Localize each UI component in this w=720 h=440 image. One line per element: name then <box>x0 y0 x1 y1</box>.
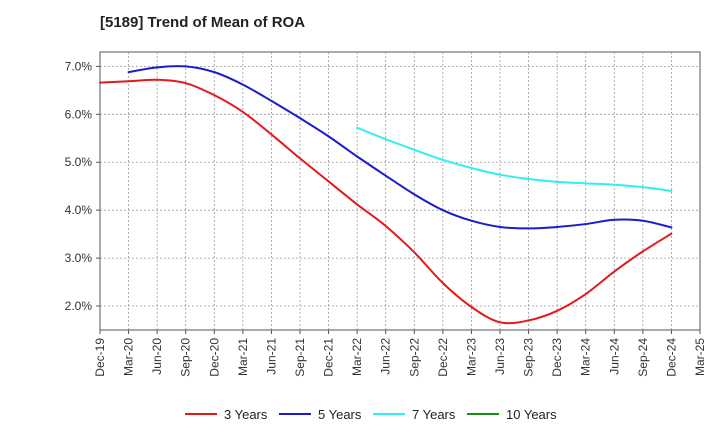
legend-label-5-years: 5 Years <box>318 407 362 422</box>
x-tick-label: Dec-24 <box>664 338 678 377</box>
x-tick-label: Sep-22 <box>407 338 421 377</box>
y-tick-label: 5.0% <box>65 155 93 169</box>
x-tick-label: Dec-22 <box>436 338 450 377</box>
x-tick-label: Sep-24 <box>636 338 650 377</box>
x-tick-label: Mar-21 <box>236 338 250 376</box>
y-tick-label: 3.0% <box>65 251 93 265</box>
x-tick-label: Mar-24 <box>579 338 593 376</box>
legend: 3 Years 5 Years 7 Years 10 Years <box>185 407 557 422</box>
x-tick-label: Dec-23 <box>550 338 564 377</box>
y-tick-label: 6.0% <box>65 107 93 121</box>
x-tick-label: Dec-21 <box>322 338 336 377</box>
x-tick-label: Sep-20 <box>179 338 193 377</box>
x-tick-label: Sep-21 <box>293 338 307 377</box>
x-tick-label: Mar-25 <box>693 338 707 376</box>
x-tick-label: Dec-20 <box>207 338 221 377</box>
x-tick-label: Jun-24 <box>607 338 621 375</box>
x-tick-label: Mar-23 <box>464 338 478 376</box>
legend-label-7-years: 7 Years <box>412 407 456 422</box>
series-line-5-years <box>127 65 673 230</box>
x-tick-label: Mar-20 <box>122 338 136 376</box>
chart-title: [5189] Trend of Mean of ROA <box>100 14 306 31</box>
x-tick-label: Jun-22 <box>379 338 393 375</box>
series-line-7-years <box>356 126 673 192</box>
y-tick-label: 4.0% <box>65 203 93 217</box>
legend-label-3-years: 3 Years <box>224 407 268 422</box>
x-tick-label: Jun-23 <box>493 338 507 375</box>
x-tick-label: Jun-20 <box>150 338 164 375</box>
x-tick-label: Jun-21 <box>264 338 278 375</box>
plot-area <box>99 51 701 331</box>
x-tick-label: Dec-19 <box>93 338 107 377</box>
y-tick-label: 2.0% <box>65 299 93 313</box>
x-axis-ticks: Dec-19 Mar-20 Jun-20 Sep-20 Dec-20 Mar-21 Jun-… <box>93 330 707 377</box>
series-lines <box>99 65 673 325</box>
x-tick-label: Sep-23 <box>522 338 536 377</box>
grid-lines <box>100 52 700 330</box>
y-tick-label: 7.0% <box>65 59 93 73</box>
legend-label-10-years: 10 Years <box>506 407 557 422</box>
x-tick-label: Mar-22 <box>350 338 364 376</box>
series-line-3-years <box>99 78 673 325</box>
y-axis-ticks: 2.0% 3.0% 4.0% 5.0% 6.0% 7.0% <box>65 59 100 313</box>
